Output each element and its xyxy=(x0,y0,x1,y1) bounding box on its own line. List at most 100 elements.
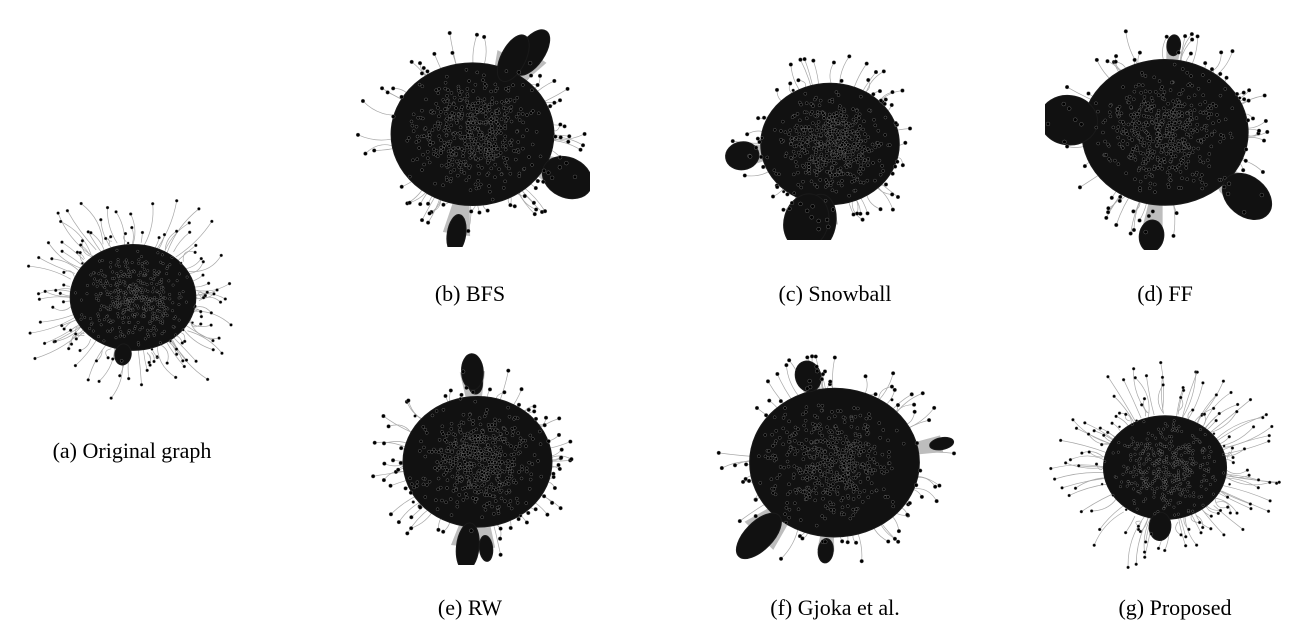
node xyxy=(420,108,424,113)
node xyxy=(104,236,108,241)
node xyxy=(846,504,850,508)
node xyxy=(789,142,793,146)
node xyxy=(1065,85,1070,90)
node xyxy=(512,204,517,209)
node xyxy=(535,179,540,184)
node xyxy=(895,159,900,164)
node xyxy=(473,399,477,404)
node xyxy=(781,416,786,420)
node xyxy=(1168,173,1172,177)
node xyxy=(1136,524,1141,528)
node xyxy=(530,163,534,167)
node xyxy=(1180,176,1184,180)
node xyxy=(453,483,457,487)
node xyxy=(162,329,166,333)
node xyxy=(494,129,498,134)
node xyxy=(802,149,806,153)
node xyxy=(160,278,164,281)
node xyxy=(817,423,821,428)
node xyxy=(1177,425,1181,429)
node xyxy=(521,83,525,87)
node xyxy=(1200,180,1204,185)
node xyxy=(1126,466,1130,470)
node xyxy=(513,426,517,430)
node xyxy=(1198,155,1202,159)
node xyxy=(1209,144,1213,149)
node xyxy=(500,140,505,145)
node xyxy=(848,485,852,489)
node xyxy=(794,129,799,133)
node xyxy=(883,115,888,120)
node xyxy=(1154,436,1158,440)
node xyxy=(823,473,827,477)
node xyxy=(126,241,130,245)
node xyxy=(496,153,501,157)
node xyxy=(150,318,154,322)
node xyxy=(126,331,130,335)
node xyxy=(447,431,451,435)
node xyxy=(1192,93,1197,98)
node xyxy=(441,147,445,151)
node xyxy=(797,150,801,155)
node xyxy=(891,500,895,504)
node xyxy=(411,112,416,116)
node xyxy=(859,139,863,144)
node xyxy=(475,121,479,126)
node xyxy=(1086,91,1091,96)
node xyxy=(61,300,66,304)
node xyxy=(466,485,470,490)
edge xyxy=(137,349,142,385)
node xyxy=(46,241,51,245)
node xyxy=(805,355,810,360)
node xyxy=(853,415,858,419)
node xyxy=(114,263,118,267)
node xyxy=(815,170,819,174)
node xyxy=(858,167,863,171)
node xyxy=(1268,480,1272,485)
node xyxy=(463,453,467,457)
node xyxy=(862,489,867,493)
node xyxy=(1058,438,1063,443)
node xyxy=(858,124,862,128)
node xyxy=(829,470,833,474)
node xyxy=(1132,465,1136,469)
node xyxy=(1148,446,1151,450)
node xyxy=(864,470,868,474)
node xyxy=(497,474,501,478)
edge xyxy=(1222,485,1271,502)
node xyxy=(539,474,543,479)
node xyxy=(211,348,215,352)
node xyxy=(171,309,174,313)
node xyxy=(493,163,497,167)
node xyxy=(1209,67,1215,72)
node xyxy=(1129,458,1132,462)
node xyxy=(1176,512,1180,516)
node xyxy=(170,256,174,259)
node xyxy=(1141,485,1145,488)
node xyxy=(475,454,479,459)
node xyxy=(136,321,140,324)
node xyxy=(517,118,522,122)
node xyxy=(491,197,495,202)
node xyxy=(825,158,829,163)
node xyxy=(805,208,810,213)
node xyxy=(1230,106,1234,110)
node xyxy=(489,455,494,459)
node xyxy=(821,157,826,161)
node xyxy=(201,273,205,277)
node xyxy=(1261,138,1267,143)
node xyxy=(121,300,125,304)
node xyxy=(797,487,802,492)
node xyxy=(1226,191,1231,196)
node xyxy=(109,321,113,324)
node xyxy=(800,476,805,481)
node xyxy=(1150,149,1155,153)
node xyxy=(1171,486,1174,490)
node xyxy=(480,473,484,477)
node xyxy=(531,142,535,147)
node xyxy=(102,274,106,278)
node xyxy=(838,465,843,469)
node xyxy=(526,510,531,516)
node xyxy=(100,304,103,308)
node xyxy=(440,163,444,168)
